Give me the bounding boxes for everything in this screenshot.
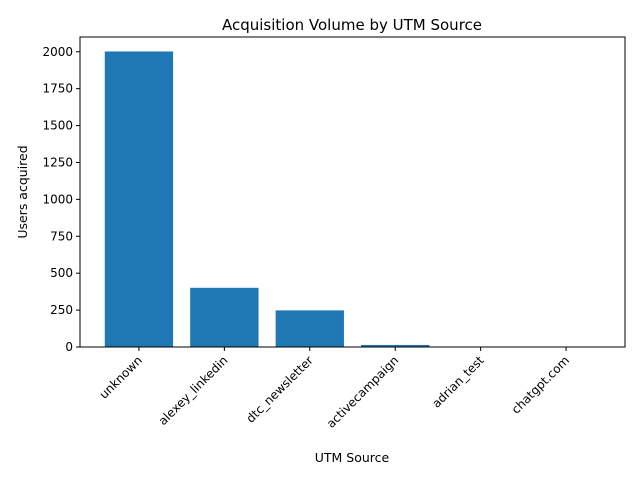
- x-tick-label-dtc_newsletter: dtc_newsletter: [243, 353, 315, 425]
- bar-unknown: [104, 51, 174, 347]
- y-tick-label: 1500: [42, 119, 73, 133]
- y-tick-label: 750: [50, 229, 73, 243]
- y-tick-label: 2000: [42, 45, 73, 59]
- x-axis: unknown alexey_linkedin dtc_newsletter acti…: [97, 347, 572, 431]
- y-tick-label: 1250: [42, 155, 73, 169]
- y-axis: 0 250 500 750 1000 1250 1500 1750 2000: [42, 45, 80, 354]
- x-axis-label: UTM Source: [315, 450, 390, 465]
- bars-group: [104, 51, 601, 347]
- y-tick-label: 250: [50, 303, 73, 317]
- y-tick-label: 1750: [42, 82, 73, 96]
- bar-alexey_linkedin: [190, 287, 259, 347]
- y-tick-label: 1000: [42, 192, 73, 206]
- bar-dtc_newsletter: [275, 310, 344, 347]
- x-tick-label-activecampaign: activecampaign: [324, 353, 402, 431]
- x-tick-label-adrian_test: adrian_test: [429, 353, 487, 411]
- y-tick-label: 0: [65, 340, 73, 354]
- y-axis-label: Users acquired: [15, 145, 30, 238]
- plot-frame: [79, 36, 626, 348]
- chart-title: Acquisition Volume by UTM Source: [222, 16, 482, 34]
- x-tick-label-chatgpt.com: chatgpt.com: [509, 353, 572, 416]
- x-tick-label-alexey_linkedin: alexey_linkedin: [156, 353, 231, 428]
- bar-activecampaign: [361, 344, 430, 347]
- y-tick-label: 500: [50, 266, 73, 280]
- x-tick-label-unknown: unknown: [97, 353, 145, 401]
